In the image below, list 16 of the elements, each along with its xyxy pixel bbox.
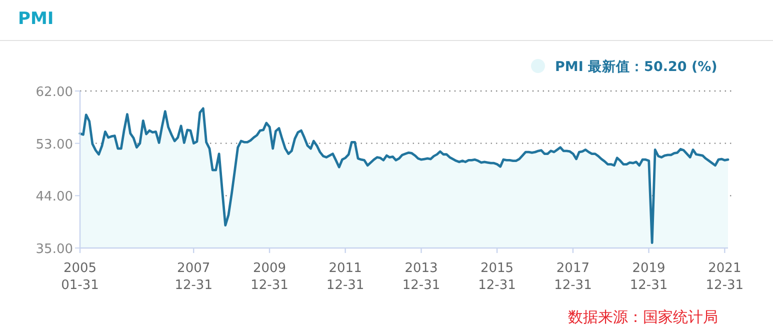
x-tick-label: 2013 12-31 [402, 261, 440, 293]
x-tick-label: 2017 12-31 [554, 261, 592, 293]
y-tick-label: 53.00 [36, 137, 73, 152]
title: PMI [18, 9, 54, 29]
y-tick-label: 35.00 [36, 242, 73, 257]
x-tick-label: 2019 12-31 [630, 261, 668, 293]
x-tick-label: 2011 12-31 [326, 261, 364, 293]
x-tick-label: 2009 12-31 [250, 261, 288, 293]
x-tick-label: 2007 12-31 [174, 261, 212, 293]
legend-text: PMI 最新值：50.20 (%) [555, 59, 718, 75]
y-tick-label: 44.00 [36, 190, 73, 205]
x-tick-label: 2015 12-31 [478, 261, 516, 293]
y-tick-label: 62.00 [36, 85, 73, 100]
x-tick-label: 2021 12-31 [706, 261, 744, 293]
annotation: 数据来源：国家统计局 [568, 308, 718, 326]
x-tick-label: 2005 01-31 [61, 261, 99, 293]
